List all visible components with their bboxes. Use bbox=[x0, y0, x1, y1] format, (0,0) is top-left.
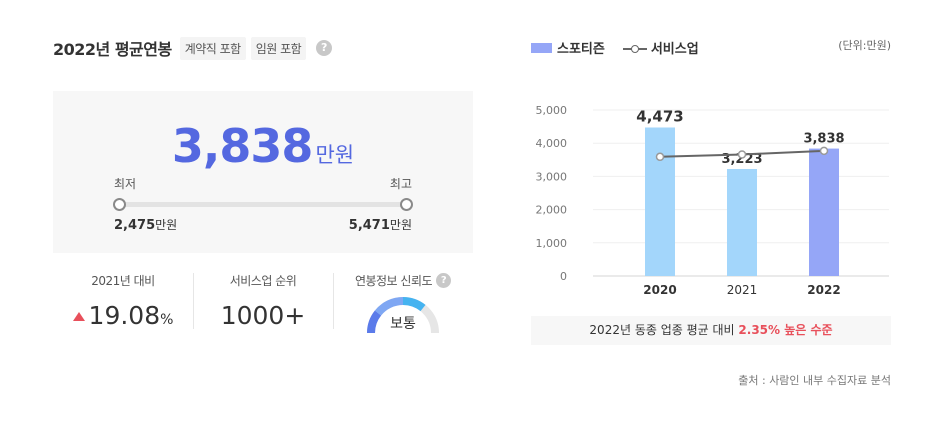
bar-2020 bbox=[645, 127, 675, 276]
reliability-value: 보통 bbox=[390, 316, 416, 332]
reliability-caption: 연봉정보 신뢰도? bbox=[354, 272, 452, 289]
industry-point-2021 bbox=[737, 150, 747, 159]
yoy-unit: % bbox=[160, 312, 174, 328]
range-min-knob bbox=[113, 198, 126, 211]
executive-included-tag: 임원 포함 bbox=[250, 36, 307, 60]
up-triangle-icon bbox=[72, 312, 85, 321]
legend-line-swatch bbox=[622, 43, 647, 53]
y-tick-label: 0 bbox=[560, 270, 567, 283]
y-tick-label: 4,000 bbox=[536, 137, 568, 150]
bar-2021 bbox=[727, 168, 757, 276]
y-tick-label: 5,000 bbox=[536, 104, 568, 117]
legend-industry: 서비스업 bbox=[650, 42, 699, 57]
bar-2022 bbox=[809, 148, 839, 276]
yoy-value: 19.08 bbox=[88, 301, 161, 330]
min-label: 최저 bbox=[114, 177, 137, 191]
max-salary-unit: 만원 bbox=[389, 218, 412, 232]
rank-stat: 서비스업 순위 1000+ bbox=[193, 270, 333, 330]
gauge-segment-low bbox=[366, 310, 382, 334]
reliability-gauge bbox=[366, 296, 439, 334]
comparison-prefix: 2022년 동종 업종 평균 대비 bbox=[589, 323, 735, 337]
max-salary: 5,471만원 bbox=[349, 216, 412, 233]
rank-value: 1000+ bbox=[220, 301, 306, 330]
title-row: 2022년 평균연봉 계약직 포함 임원 포함 ? bbox=[53, 36, 333, 60]
x-tick-label: 2021 bbox=[727, 283, 758, 297]
y-tick-label: 2,000 bbox=[536, 204, 568, 217]
range-max-knob bbox=[400, 198, 413, 211]
help-icon[interactable]: ? bbox=[316, 40, 333, 56]
reliability-label: 연봉정보 신뢰도 bbox=[354, 274, 433, 288]
average-salary-unit: 만원 bbox=[315, 143, 355, 167]
contract-included-tag: 계약직 포함 bbox=[179, 36, 246, 60]
min-salary-value: 2,475 bbox=[114, 218, 156, 233]
gauge-segment-high bbox=[402, 296, 426, 312]
yoy-value-row: 19.08% bbox=[53, 301, 193, 330]
yoy-label: 2021년 대비 bbox=[91, 274, 155, 288]
average-salary: 3,838 만원 bbox=[53, 119, 473, 173]
legend-bar-swatch bbox=[531, 42, 552, 53]
reliability-stat: 연봉정보 신뢰도? bbox=[333, 270, 473, 289]
x-tick-label: 2020 bbox=[643, 283, 676, 297]
comparison-note: 2022년 동종 업종 평균 대비 2.35% 높은 수준 bbox=[531, 316, 891, 345]
unit-label: (단위:만원) bbox=[838, 39, 891, 52]
industry-point-2020 bbox=[655, 152, 665, 162]
y-tick-label: 3,000 bbox=[536, 170, 568, 183]
salary-summary-box: 3,838 만원 최저 최고 2,475만원 5,471만원 bbox=[53, 91, 473, 253]
chart-legend: 스포티즌 서비스업 bbox=[531, 38, 699, 57]
stat-divider bbox=[333, 273, 334, 329]
max-salary-value: 5,471 bbox=[348, 218, 390, 233]
max-label: 최고 bbox=[389, 177, 412, 191]
page-title: 2022년 평균연봉 bbox=[53, 40, 172, 59]
bar-value-label: 3,838 bbox=[803, 132, 844, 147]
x-tick-label: 2022 bbox=[807, 283, 840, 297]
bar-value-label: 4,473 bbox=[636, 107, 683, 125]
salary-range-track bbox=[119, 202, 407, 207]
y-tick-label: 1,000 bbox=[536, 237, 568, 250]
average-salary-value: 3,838 bbox=[171, 119, 314, 173]
help-icon[interactable]: ? bbox=[436, 273, 452, 288]
salary-chart: 5,0004,0003,0002,0001,00004,47320203,223… bbox=[536, 104, 889, 297]
source-note: 출처 : 사람인 내부 수집자료 분석 bbox=[738, 374, 891, 387]
min-salary-unit: 만원 bbox=[155, 218, 178, 232]
stat-divider bbox=[193, 273, 194, 329]
industry-point-2022 bbox=[819, 146, 829, 156]
legend-company: 스포티즌 bbox=[557, 42, 605, 57]
rank-label: 서비스업 순위 bbox=[229, 274, 297, 288]
gauge-segment-mid bbox=[374, 296, 404, 316]
min-salary: 2,475만원 bbox=[114, 216, 177, 233]
comparison-highlight: 2.35% 높은 수준 bbox=[738, 323, 833, 337]
yoy-stat: 2021년 대비 19.08% bbox=[53, 270, 193, 330]
